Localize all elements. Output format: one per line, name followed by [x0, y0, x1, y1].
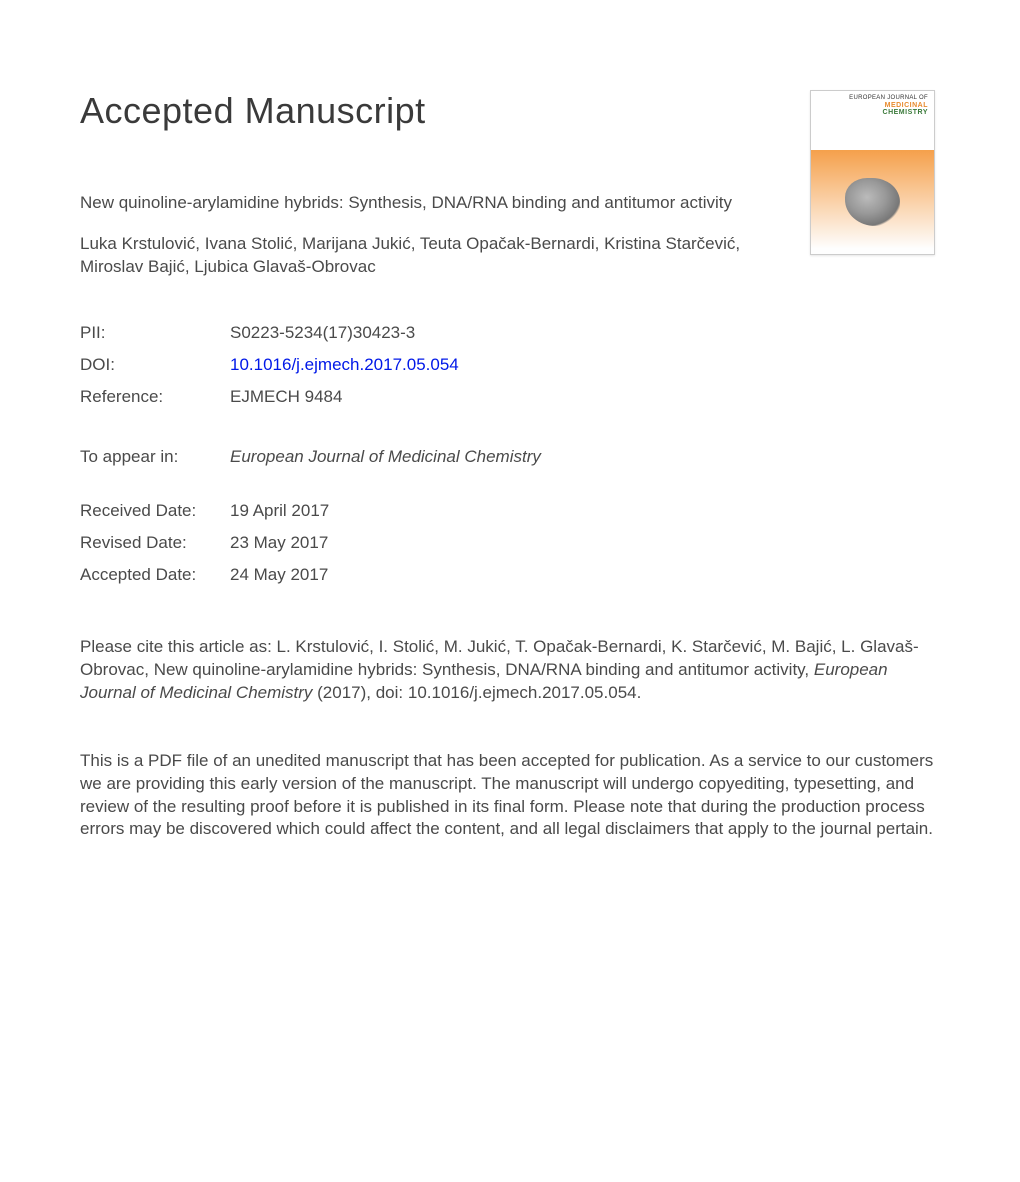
- received-label: Received Date:: [80, 495, 230, 527]
- doi-label: DOI:: [80, 349, 230, 381]
- meta-row-appear: To appear in: European Journal of Medici…: [80, 441, 541, 473]
- cover-journal-line3: CHEMISTRY: [817, 109, 928, 117]
- cover-journal-line1: EUROPEAN JOURNAL OF: [817, 95, 928, 102]
- cover-header: EUROPEAN JOURNAL OF MEDICINAL CHEMISTRY: [811, 91, 934, 150]
- metadata-block-dates: Received Date: 19 April 2017 Revised Dat…: [80, 495, 329, 591]
- pii-label: PII:: [80, 317, 230, 349]
- citation-text: Please cite this article as: L. Krstulov…: [80, 636, 940, 705]
- accepted-label: Accepted Date:: [80, 559, 230, 591]
- journal-cover-thumbnail: EUROPEAN JOURNAL OF MEDICINAL CHEMISTRY: [810, 90, 935, 255]
- metadata-block-ids: PII: S0223-5234(17)30423-3 DOI: 10.1016/…: [80, 317, 459, 413]
- molecule-graphic: [845, 178, 900, 226]
- appear-label: To appear in:: [80, 441, 230, 473]
- meta-row-accepted: Accepted Date: 24 May 2017: [80, 559, 329, 591]
- citation-suffix: (2017), doi: 10.1016/j.ejmech.2017.05.05…: [312, 683, 641, 702]
- article-title: New quinoline-arylamidine hybrids: Synth…: [80, 192, 750, 215]
- doi-link[interactable]: 10.1016/j.ejmech.2017.05.054: [230, 355, 459, 374]
- article-authors: Luka Krstulović, Ivana Stolić, Marijana …: [80, 233, 750, 279]
- meta-row-reference: Reference: EJMECH 9484: [80, 381, 459, 413]
- appear-value: European Journal of Medicinal Chemistry: [230, 441, 541, 473]
- reference-value: EJMECH 9484: [230, 381, 459, 413]
- meta-row-pii: PII: S0223-5234(17)30423-3: [80, 317, 459, 349]
- reference-label: Reference:: [80, 381, 230, 413]
- accepted-value: 24 May 2017: [230, 559, 329, 591]
- cover-image-area: [811, 150, 934, 254]
- revised-label: Revised Date:: [80, 527, 230, 559]
- meta-row-doi: DOI: 10.1016/j.ejmech.2017.05.054: [80, 349, 459, 381]
- meta-row-received: Received Date: 19 April 2017: [80, 495, 329, 527]
- received-value: 19 April 2017: [230, 495, 329, 527]
- meta-row-revised: Revised Date: 23 May 2017: [80, 527, 329, 559]
- citation-prefix: Please cite this article as: L. Krstulov…: [80, 637, 919, 679]
- disclaimer-text: This is a PDF file of an unedited manusc…: [80, 750, 940, 842]
- revised-value: 23 May 2017: [230, 527, 329, 559]
- metadata-block-appear: To appear in: European Journal of Medici…: [80, 441, 541, 473]
- pii-value: S0223-5234(17)30423-3: [230, 317, 459, 349]
- cover-journal-line2: MEDICINAL: [817, 102, 928, 110]
